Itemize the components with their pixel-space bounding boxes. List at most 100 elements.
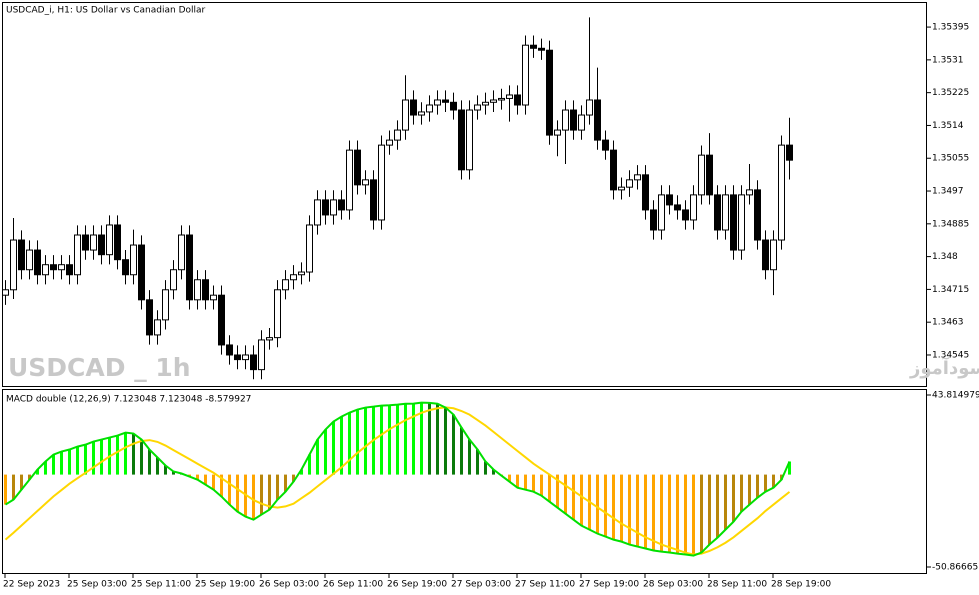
histogram-bar <box>292 474 295 482</box>
histogram-bar <box>356 409 359 475</box>
histogram-bar <box>68 449 71 475</box>
candle-body <box>42 264 49 276</box>
histogram-bar <box>556 474 559 508</box>
candle-body <box>314 199 321 226</box>
histogram-bar <box>476 449 479 475</box>
candle-body <box>290 274 297 281</box>
histogram-bar <box>156 457 159 475</box>
x-tick-label: 27 Sep 03:00 <box>451 580 511 590</box>
histogram-bar <box>692 474 695 556</box>
candle-body <box>242 354 249 361</box>
histogram-bar <box>300 469 303 475</box>
candle-body <box>642 174 649 211</box>
candle-body <box>250 354 257 371</box>
histogram-bar <box>724 474 727 530</box>
candle-body <box>322 199 329 216</box>
candle-body <box>10 239 17 291</box>
candle-body <box>626 179 633 188</box>
histogram-bar <box>572 474 575 520</box>
histogram-bar <box>780 474 783 480</box>
histogram-bar <box>100 439 103 475</box>
histogram-bar <box>548 474 551 502</box>
indicator-pane <box>2 389 927 574</box>
y2-tick-label: -50.866657 <box>932 563 979 573</box>
candle-body <box>210 294 217 301</box>
candle-body <box>354 149 361 186</box>
histogram-bar <box>788 461 791 475</box>
candle-body <box>82 234 89 251</box>
histogram-bar <box>172 471 175 475</box>
histogram-bar <box>740 474 743 512</box>
histogram-bar <box>340 416 343 475</box>
candle-body <box>474 104 481 111</box>
histogram-bar <box>732 474 735 522</box>
histogram-bar <box>252 474 255 520</box>
y-tick-label: 1.35225 <box>932 88 969 98</box>
candle-body <box>530 44 537 49</box>
candle-body <box>18 239 25 271</box>
histogram-bar <box>388 405 391 475</box>
histogram-bar <box>668 474 671 553</box>
caption: انتشار در سایت سودآموز <box>909 356 979 379</box>
candle-body <box>514 94 521 106</box>
candle-body <box>490 99 497 103</box>
candle-body <box>2 289 9 296</box>
histogram-bar <box>772 474 775 488</box>
histogram-bar <box>204 474 207 485</box>
candle-body <box>690 194 697 221</box>
candle-body <box>346 149 353 211</box>
histogram-bar <box>396 404 399 475</box>
histogram-bar <box>284 474 287 492</box>
histogram-bar <box>652 474 655 551</box>
candle-body <box>130 244 137 276</box>
candle-body <box>226 344 233 356</box>
histogram-bar <box>684 474 687 555</box>
candle-body <box>714 194 721 231</box>
x-tick-label: 25 Sep 03:00 <box>67 580 127 590</box>
histogram-bar <box>540 474 543 496</box>
x-tick-label: 27 Sep 11:00 <box>515 580 575 590</box>
candle-body <box>706 154 713 196</box>
candle-body <box>330 199 337 216</box>
x-tick-label: 28 Sep 11:00 <box>707 580 767 590</box>
histogram-bar <box>92 441 95 475</box>
candle-body <box>754 189 761 241</box>
y2-tick-label: 43.814979 <box>932 391 979 401</box>
candle-body <box>74 234 81 276</box>
histogram-bar <box>636 474 639 547</box>
histogram-bar <box>228 474 231 505</box>
histogram-bar <box>620 474 623 542</box>
candle-body <box>26 249 33 271</box>
histogram-bar <box>324 429 327 475</box>
candle-body <box>722 194 729 231</box>
candle-body <box>218 294 225 346</box>
histogram-bar <box>404 403 407 475</box>
histogram-bar <box>516 474 519 488</box>
x-tick-label: 22 Sep 2023 <box>3 580 60 590</box>
y-tick-label: 1.3497 <box>932 187 964 197</box>
y-tick-label: 1.348 <box>932 252 958 262</box>
y-tick-label: 1.3514 <box>932 121 964 131</box>
candle-body <box>298 271 305 276</box>
histogram-bar <box>196 474 199 480</box>
histogram-bar <box>164 465 167 475</box>
x-tick-label: 26 Sep 19:00 <box>387 580 447 590</box>
candle-body <box>538 47 545 51</box>
macd-line <box>4 401 791 557</box>
candle-body <box>698 154 705 196</box>
histogram-bar <box>52 454 55 475</box>
histogram-bar <box>132 433 135 475</box>
histogram-bar <box>12 474 15 500</box>
candle-body <box>522 44 529 106</box>
histogram-bar <box>644 474 647 549</box>
candle-body <box>90 234 97 251</box>
candle-body <box>450 101 457 111</box>
watermark: USDCAD _ 1h <box>8 353 191 382</box>
histogram-bar <box>612 474 615 540</box>
histogram-bar <box>484 461 487 475</box>
candle-body <box>98 234 105 256</box>
candle-body <box>778 144 785 241</box>
candle-body <box>434 99 441 106</box>
histogram-bar <box>492 469 495 475</box>
